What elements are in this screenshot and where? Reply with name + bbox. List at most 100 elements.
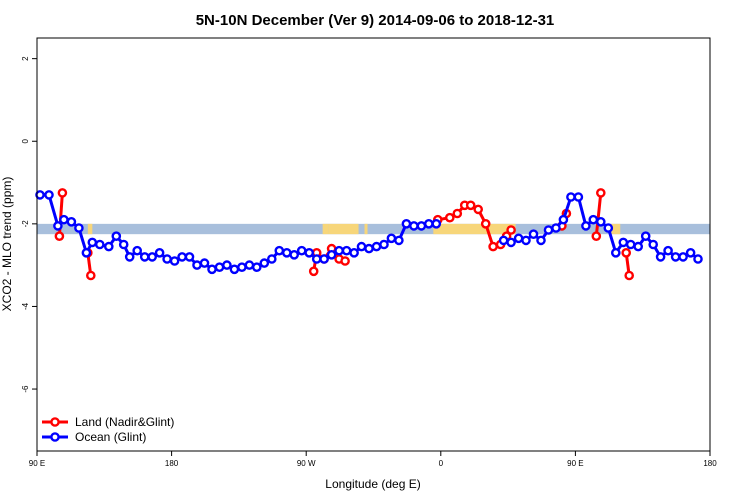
data-point — [356, 241, 367, 252]
data-point — [66, 216, 77, 227]
data-point — [199, 258, 210, 268]
x-tick-label: 90 E — [29, 459, 45, 468]
data-point — [281, 247, 292, 258]
y-tick-label: -4 — [21, 302, 30, 310]
land-patch — [328, 223, 359, 235]
data-point — [431, 218, 442, 229]
data-point — [57, 188, 68, 198]
data-point — [528, 229, 539, 239]
x-tick-label: 0 — [439, 459, 444, 468]
data-point — [558, 214, 569, 225]
data-point — [591, 231, 602, 241]
data-point — [237, 262, 247, 273]
y-tick-label: -6 — [21, 385, 30, 393]
data-point — [551, 223, 561, 233]
data-point — [611, 247, 621, 258]
data-point — [521, 235, 531, 246]
y-tick-label: 2 — [21, 56, 30, 61]
data-point — [506, 237, 516, 248]
data-point — [266, 254, 277, 264]
data-point — [618, 237, 629, 248]
data-point — [581, 221, 591, 231]
legend-marker — [50, 417, 60, 427]
data-point — [633, 241, 644, 252]
data-point — [621, 247, 632, 258]
data-point — [341, 245, 352, 256]
data-point — [536, 235, 546, 246]
series-ocean — [35, 190, 703, 275]
data-point — [86, 270, 96, 281]
data-point — [274, 245, 285, 256]
data-point — [498, 235, 509, 246]
data-point — [118, 239, 129, 250]
x-tick-label: 180 — [703, 459, 717, 468]
data-point — [596, 216, 606, 227]
y-tick-label: -2 — [21, 220, 30, 228]
data-point — [44, 190, 54, 200]
data-point — [364, 243, 374, 254]
data-point — [452, 208, 463, 219]
data-point — [678, 252, 688, 262]
data-point — [423, 218, 434, 229]
data-point — [177, 252, 187, 262]
land-patch — [87, 223, 93, 235]
data-point — [444, 212, 455, 223]
legend-label: Land (Nadir&Glint) — [75, 415, 174, 429]
land-patch — [433, 223, 516, 235]
data-point — [401, 218, 412, 229]
data-point — [685, 247, 696, 258]
data-point — [513, 233, 524, 244]
data-point — [81, 247, 92, 258]
data-point — [95, 239, 105, 250]
data-point — [104, 241, 114, 252]
data-point — [154, 247, 165, 258]
data-point — [308, 266, 319, 277]
data-point — [111, 231, 122, 241]
series-line — [594, 192, 603, 237]
data-point — [214, 262, 225, 273]
data-point — [87, 237, 98, 248]
data-point — [386, 233, 397, 244]
data-point — [319, 254, 329, 264]
data-point — [409, 221, 419, 231]
data-point — [596, 188, 606, 198]
data-point — [543, 225, 554, 235]
data-point — [184, 252, 195, 262]
data-point — [124, 252, 135, 262]
plot-area — [35, 188, 710, 281]
data-point — [207, 264, 217, 275]
x-tick-label: 90 W — [297, 459, 316, 468]
data-point — [59, 214, 69, 225]
data-point — [349, 247, 359, 258]
data-point — [251, 262, 262, 273]
data-point — [670, 252, 681, 262]
x-axis: 90 E 180 90 W 0 90 E 180 — [29, 451, 717, 468]
data-point — [603, 223, 614, 233]
data-point — [480, 218, 491, 229]
legend-label: Ocean (Glint) — [75, 430, 146, 444]
data-point — [624, 270, 635, 281]
data-point — [371, 241, 382, 252]
x-tick-label: 90 E — [567, 459, 583, 468]
data-point — [296, 245, 307, 256]
data-point — [229, 264, 240, 275]
data-point — [139, 252, 150, 262]
data-point — [74, 223, 84, 233]
data-point — [54, 231, 65, 241]
land-patch — [364, 223, 368, 235]
data-point — [648, 239, 659, 250]
y-axis-label: XCO2 - MLO trend (ppm) — [0, 177, 14, 312]
legend-item: Land (Nadir&Glint) — [42, 415, 174, 429]
data-point — [640, 231, 651, 241]
data-point — [465, 200, 476, 211]
legend: Land (Nadir&Glint)Ocean (Glint) — [42, 415, 174, 444]
data-point — [147, 252, 157, 262]
plot-frame — [36, 37, 711, 452]
land-patch — [611, 223, 621, 235]
data-point — [340, 256, 350, 266]
ocean-band — [37, 223, 710, 235]
data-point — [289, 249, 300, 260]
data-point — [169, 256, 180, 266]
data-point — [655, 252, 666, 262]
